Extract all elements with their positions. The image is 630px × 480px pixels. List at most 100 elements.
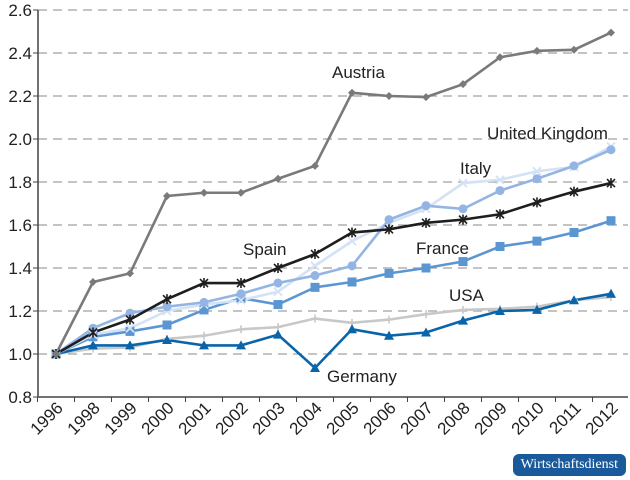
point-spain xyxy=(273,263,283,273)
point-france xyxy=(125,326,135,336)
point-austria xyxy=(348,88,356,97)
point-spain xyxy=(421,217,431,228)
point-germany xyxy=(236,340,246,350)
point-germany xyxy=(310,362,320,372)
point-germany xyxy=(384,330,394,340)
point-spain xyxy=(88,327,98,338)
series-line-germany xyxy=(55,292,612,370)
point-italy xyxy=(532,166,542,176)
point-usa xyxy=(311,314,319,323)
x-tick-label: 2006 xyxy=(360,398,400,438)
point-spain xyxy=(458,214,468,225)
label-usa: USA xyxy=(449,286,485,305)
point-germany xyxy=(458,315,468,325)
point-united-kingdom xyxy=(495,186,505,196)
label-france: France xyxy=(416,239,469,258)
point-italy xyxy=(347,236,357,246)
x-tick-label: 2002 xyxy=(212,398,252,438)
point-austria xyxy=(89,277,97,286)
y-tick-label: 2.6 xyxy=(8,1,32,20)
point-united-kingdom xyxy=(125,308,135,318)
point-spain xyxy=(495,209,505,220)
point-austria xyxy=(533,46,541,55)
point-france xyxy=(384,268,394,278)
point-germany xyxy=(569,295,579,305)
point-italy xyxy=(273,287,283,297)
x-tick-label: 2007 xyxy=(397,398,437,438)
x-tick-label: 2011 xyxy=(546,398,585,437)
series-line-usa xyxy=(55,295,612,356)
y-tick-label: 2.4 xyxy=(8,44,32,63)
point-germany xyxy=(88,340,98,350)
point-austria xyxy=(163,191,171,200)
y-tick-label: 1.8 xyxy=(8,173,32,192)
point-spain xyxy=(347,227,357,238)
point-united-kingdom xyxy=(421,201,431,211)
point-usa xyxy=(422,310,430,319)
point-austria xyxy=(385,92,393,100)
point-austria xyxy=(459,80,467,89)
point-italy xyxy=(310,261,320,271)
point-united-kingdom xyxy=(532,174,542,184)
point-austria xyxy=(237,188,245,197)
label-austria: Austria xyxy=(332,63,385,82)
series-line-spain xyxy=(55,181,612,356)
point-france xyxy=(162,320,172,330)
point-united-kingdom xyxy=(199,297,209,307)
label-spain: Spain xyxy=(243,240,286,259)
point-france xyxy=(273,300,283,310)
point-france xyxy=(495,242,505,251)
label-italy: Italy xyxy=(460,159,492,178)
point-austria xyxy=(52,350,60,358)
point-united-kingdom xyxy=(347,261,357,271)
series-line-italy xyxy=(55,145,612,356)
point-united-kingdom xyxy=(569,161,579,171)
point-united-kingdom xyxy=(273,278,283,288)
x-tick-label: 2008 xyxy=(434,398,474,438)
point-germany xyxy=(421,327,431,337)
y-tick-label: 1.0 xyxy=(8,345,32,364)
point-united-kingdom xyxy=(458,204,468,214)
x-tick-label: 2005 xyxy=(323,398,363,438)
point-france xyxy=(532,236,542,246)
point-austria xyxy=(311,161,319,170)
y-tick-label: 1.4 xyxy=(8,259,32,278)
point-united-kingdom xyxy=(236,289,246,299)
point-italy xyxy=(236,295,246,305)
point-spain xyxy=(606,178,616,189)
label-uk: United Kingdom xyxy=(487,124,608,143)
point-germany xyxy=(162,335,172,345)
point-germany xyxy=(495,306,505,315)
point-austria xyxy=(496,53,504,62)
x-tick-label: 2012 xyxy=(582,398,622,438)
x-tick-label: 2009 xyxy=(471,398,511,438)
point-united-kingdom xyxy=(606,145,616,155)
point-usa xyxy=(237,325,245,334)
point-spain xyxy=(310,249,320,260)
point-spain xyxy=(199,278,209,289)
point-spain xyxy=(569,186,579,197)
x-tick-label: 2003 xyxy=(249,398,289,438)
x-tick-label: 2010 xyxy=(508,398,548,438)
point-spain xyxy=(384,224,394,235)
point-united-kingdom xyxy=(162,302,172,312)
x-tick-label: 2001 xyxy=(175,398,215,438)
point-italy xyxy=(495,175,505,185)
y-tick-label: 1.6 xyxy=(8,216,32,235)
point-usa xyxy=(459,305,467,314)
point-france xyxy=(199,305,209,315)
point-usa xyxy=(385,315,393,324)
point-austria xyxy=(570,45,578,54)
point-germany xyxy=(199,340,209,350)
x-tick-label: 1999 xyxy=(101,398,141,438)
wirtschaftsdienst-logo: Wirtschaftsdienst xyxy=(512,454,626,476)
point-italy xyxy=(125,323,135,333)
point-germany xyxy=(125,340,135,350)
y-tick-label: 0.8 xyxy=(8,388,32,407)
point-spain xyxy=(236,278,246,289)
point-usa xyxy=(200,331,208,340)
label-germany: Germany xyxy=(327,367,397,386)
point-france xyxy=(310,282,320,292)
point-spain xyxy=(532,197,542,208)
